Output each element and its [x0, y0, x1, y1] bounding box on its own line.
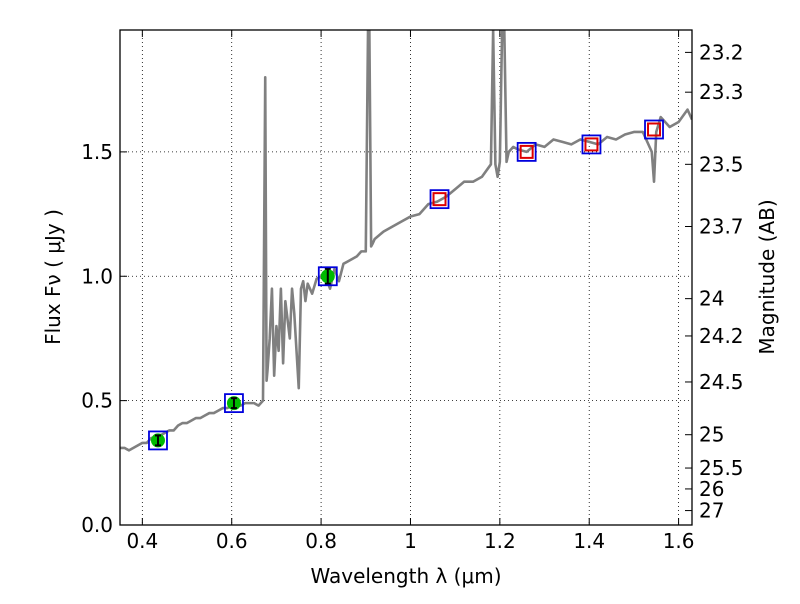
predicted-point [584, 137, 599, 152]
y-tick-label: 1.0 [81, 264, 113, 288]
y2-tick-label: 24.2 [699, 324, 744, 348]
predicted-point [432, 192, 447, 207]
y2-tick-label: 24.5 [699, 370, 744, 394]
y-tick-label: 1.5 [81, 140, 113, 164]
label-layer: 0.4 0.6 0.8 1 1.2 1.4 1.6 0.0 0.5 1.0 1.5 23.2 23.3 2… [81, 40, 743, 553]
y2-axis-title: Magnitude (AB) [755, 199, 779, 354]
model-point [644, 119, 664, 140]
y2-tick-label: 25 [699, 423, 724, 447]
y-tick-label: 0.5 [81, 389, 113, 413]
y2-tick-label: 26 [699, 477, 724, 501]
y2-tick-label: 23.5 [699, 152, 744, 176]
y-axis-title: Flux Fν ( μJy ) [41, 209, 65, 345]
x-tick-label: 1 [404, 529, 417, 553]
data-layer [120, 30, 692, 452]
y2-tick-label: 23.7 [699, 215, 744, 239]
model-point [581, 134, 602, 155]
x-tick-label: 1.2 [484, 529, 516, 553]
y2-tick-label: 23.3 [699, 80, 744, 104]
y-tick-label: 0.0 [81, 513, 113, 537]
y2-tick-label: 27 [699, 499, 724, 523]
x-tick-label: 0.4 [126, 529, 158, 553]
y2-tick-label: 23.2 [699, 40, 744, 64]
x-tick-label: 0.8 [305, 529, 337, 553]
x-tick-label: 0.6 [216, 529, 248, 553]
model-point [429, 189, 450, 210]
x-axis-title: Wavelength λ (μm) [310, 564, 501, 588]
plot-frame [119, 29, 693, 526]
predicted-point [647, 122, 662, 137]
model-point [224, 393, 244, 414]
y2-tick-label: 24 [699, 287, 724, 311]
x-tick-label: 1.4 [573, 529, 605, 553]
tick-layer [120, 30, 692, 526]
model-point [317, 266, 338, 287]
model-point [148, 430, 168, 451]
y2-tick-label: 25.5 [699, 456, 744, 480]
x-tick-label: 1.6 [663, 529, 695, 553]
predicted-point [519, 144, 534, 159]
model-point [516, 141, 537, 162]
